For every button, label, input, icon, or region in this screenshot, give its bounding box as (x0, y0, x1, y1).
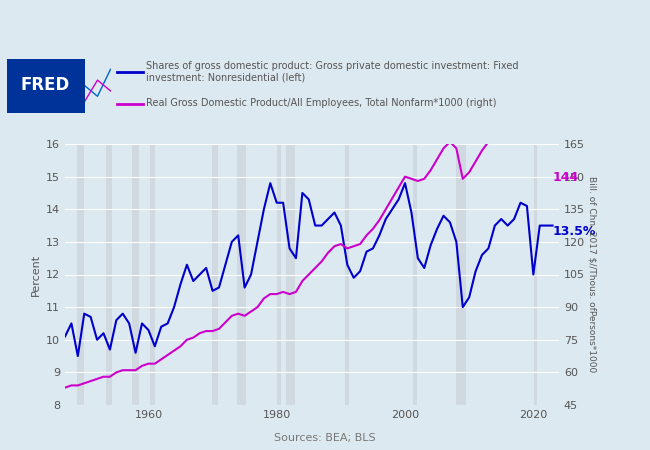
Y-axis label: Bill. of Chn. 2017 $//Thous. ofPersons*1000: Bill. of Chn. 2017 $//Thous. ofPersons*1… (587, 176, 596, 373)
Text: 13.5%: 13.5% (552, 225, 596, 238)
Text: Real Gross Domestic Product/All Employees, Total Nonfarm*1000 (right): Real Gross Domestic Product/All Employee… (146, 99, 497, 108)
Bar (237, 144, 246, 405)
Y-axis label: Percent: Percent (31, 253, 40, 296)
Bar (133, 144, 139, 405)
Bar (277, 144, 281, 405)
Text: FRED: FRED (21, 76, 70, 94)
Bar (287, 144, 295, 405)
Bar (150, 144, 155, 405)
Bar (77, 144, 84, 405)
Text: Shares of gross domestic product: Gross private domestic investment: Fixed
inves: Shares of gross domestic product: Gross … (146, 61, 519, 83)
Bar (413, 144, 417, 405)
Bar (344, 144, 349, 405)
Text: Sources: BEA; BLS: Sources: BEA; BLS (274, 433, 376, 443)
Bar (106, 144, 112, 405)
Bar (456, 144, 466, 405)
Text: 144: 144 (552, 171, 579, 184)
Bar (212, 144, 218, 405)
Bar (534, 144, 536, 405)
